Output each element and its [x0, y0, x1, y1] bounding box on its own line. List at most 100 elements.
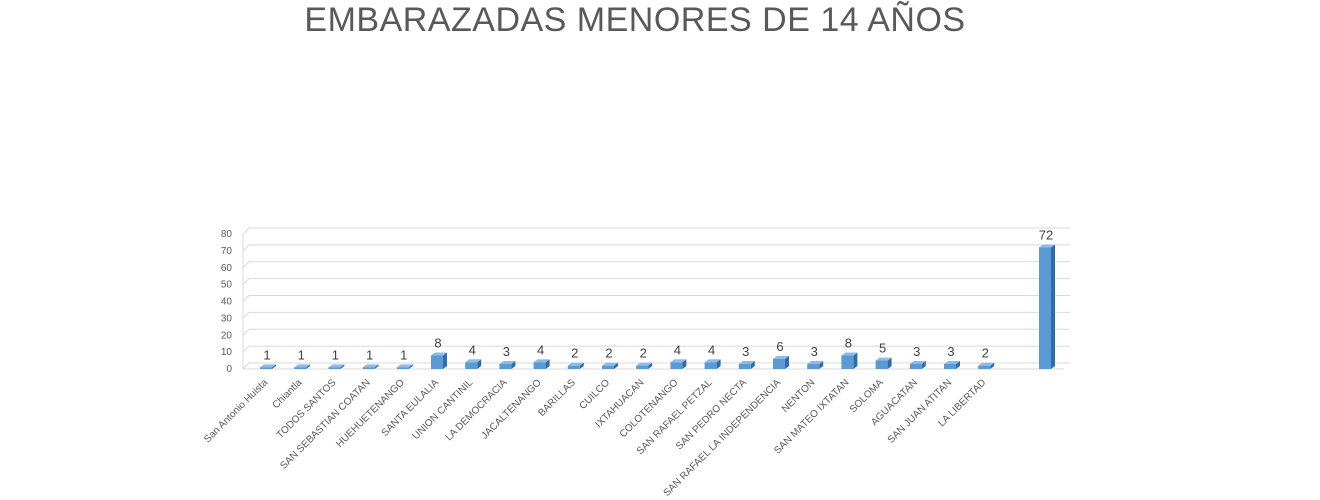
- bar-face: [1039, 247, 1051, 369]
- bar-side: [750, 360, 755, 369]
- data-label: 8: [434, 336, 441, 351]
- y-tick-label: 0: [226, 364, 232, 375]
- bar: [670, 359, 687, 369]
- grid-line-floor: [242, 328, 250, 336]
- bar-side: [340, 364, 345, 369]
- bar-side: [272, 364, 276, 369]
- bar-top: [704, 359, 721, 363]
- grid-line-floor: [242, 295, 250, 302]
- bar-face: [328, 367, 341, 369]
- bar-face: [944, 363, 956, 369]
- grid-line-floor: [242, 227, 250, 235]
- bar-side: [443, 352, 447, 369]
- bar-top: [465, 359, 482, 363]
- bar: [841, 352, 858, 369]
- data-label: 3: [913, 344, 920, 359]
- data-label: 2: [640, 346, 647, 361]
- bar: [602, 362, 618, 369]
- bar-top: [533, 359, 550, 363]
- grid-line-floor: [242, 362, 250, 370]
- bar: [978, 362, 995, 369]
- bar-side: [785, 355, 789, 369]
- bar-face: [396, 367, 409, 369]
- bar-side: [545, 359, 550, 369]
- x-tick-label: San Antonio Huista: [202, 377, 270, 445]
- x-tick-label: UNION CANTINIL: [411, 377, 476, 442]
- data-label: 1: [263, 347, 270, 362]
- bar-face: [567, 365, 580, 369]
- bar: [499, 360, 516, 369]
- bar-side: [682, 359, 687, 369]
- bar-side: [887, 357, 892, 369]
- bar-side: [990, 362, 995, 369]
- data-label: 3: [811, 344, 818, 359]
- chart-title: EMBARAZADAS MENORES DE 14 AÑOS: [304, 1, 966, 39]
- x-tick-label: Chiantla: [271, 377, 305, 411]
- grid-line-floor: [242, 312, 250, 319]
- bar-face: [841, 355, 854, 369]
- bar-top: [431, 352, 447, 356]
- bar-face: [875, 360, 888, 369]
- bar-top: [909, 360, 926, 364]
- data-label: 4: [708, 342, 715, 357]
- y-axis-tick-labels: 0 10 20 30 40 50 60 70 80: [221, 229, 233, 375]
- bar: [294, 364, 311, 369]
- data-label: 6: [776, 339, 783, 354]
- bar-side: [614, 362, 618, 369]
- data-label: 8: [845, 336, 852, 351]
- bar: [431, 352, 447, 369]
- grid-line-floor: [242, 244, 250, 252]
- data-labels: 1 1 1 1 1 8 4 3 4 2 2 2 4 4 3 6 3 8 5 3 3 2 72: [263, 228, 1053, 363]
- data-label: 2: [571, 346, 578, 361]
- data-label: 1: [400, 347, 407, 362]
- y-tick-label: 60: [221, 263, 233, 274]
- data-label: 2: [605, 346, 612, 361]
- x-tick-label: BARILLAS: [536, 377, 578, 419]
- bar-side: [716, 359, 721, 369]
- x-tick-label: JACALTENANGO: [479, 377, 543, 441]
- bar-side: [477, 359, 482, 369]
- bar-face: [807, 363, 820, 369]
- bar-face: [362, 367, 375, 369]
- bar-top: [362, 364, 379, 368]
- bar: [704, 359, 721, 369]
- y-tick-label: 80: [221, 229, 233, 240]
- bar-top: [602, 362, 618, 366]
- bar-face: [260, 367, 272, 369]
- bar: [1039, 244, 1055, 369]
- bar: [260, 364, 276, 369]
- data-label: 2: [982, 346, 989, 361]
- x-tick-label: COLOTENANGO: [618, 377, 681, 440]
- bar-top: [944, 360, 960, 364]
- data-label: 3: [742, 344, 749, 359]
- bar: [738, 360, 755, 369]
- bar: [567, 362, 584, 369]
- y-tick-label: 10: [221, 347, 233, 358]
- bar-side: [648, 362, 653, 369]
- data-label: 1: [298, 347, 305, 362]
- bar-face: [738, 363, 751, 369]
- bar: [807, 360, 824, 369]
- data-label: 3: [503, 344, 510, 359]
- bar: [909, 360, 926, 369]
- bar-side: [374, 364, 379, 369]
- y-tick-label: 30: [221, 313, 233, 324]
- bar-top: [1039, 244, 1055, 248]
- bar-top: [396, 364, 413, 368]
- bar-face: [533, 362, 546, 369]
- bar-face: [704, 362, 717, 369]
- data-label: 3: [947, 344, 954, 359]
- bar: [875, 357, 892, 369]
- data-label: 5: [879, 341, 886, 356]
- bar-side: [408, 364, 413, 369]
- bar-top: [636, 362, 653, 366]
- bar: [533, 359, 550, 369]
- bar-top: [670, 359, 687, 363]
- bar: [328, 364, 345, 369]
- y-tick-label: 20: [221, 330, 233, 341]
- bar: [944, 360, 960, 369]
- bar-top: [499, 360, 516, 364]
- y-tick-label: 40: [221, 297, 233, 308]
- data-label: 72: [1039, 228, 1053, 243]
